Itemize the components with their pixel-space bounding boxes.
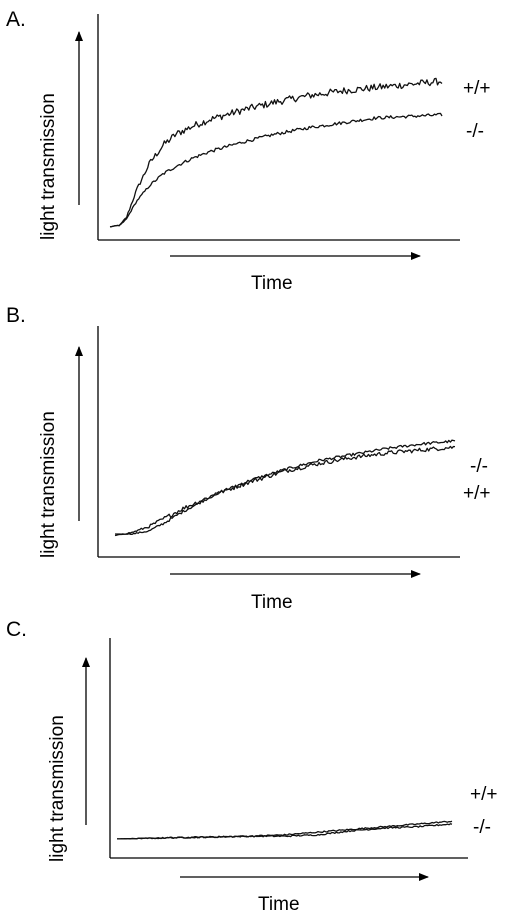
panel-c-y-label: light transmission <box>47 715 68 862</box>
panel-c-label: C. <box>6 618 27 641</box>
panel-c-x-label: Time <box>258 894 300 914</box>
panel-a-trace-minus-minus <box>109 112 443 228</box>
panel-b-label: B. <box>6 304 26 327</box>
panel-a-y-label: light transmission <box>38 93 59 240</box>
panel-b-x-label: Time <box>251 592 293 613</box>
panel-a-label-plus-plus: +/+ <box>463 78 490 99</box>
panel-a-label-minus-minus: -/- <box>466 121 484 142</box>
panel-b-trace-plus-plus <box>114 445 456 537</box>
panel-b-y-label: light transmission <box>38 411 59 558</box>
panel-a-label: A. <box>6 8 26 31</box>
panel-b: B. light transmission Time -/- +/+ <box>6 304 490 613</box>
panel-c: C. light transmission Time +/+ -/- <box>6 618 497 914</box>
panel-c-label-plus-plus: +/+ <box>470 784 497 805</box>
panel-b-label-minus-minus: -/- <box>470 456 488 477</box>
panel-a-trace-plus-plus <box>109 77 443 228</box>
panel-a-x-label: Time <box>251 273 293 294</box>
panel-b-trace-minus-minus <box>115 439 456 536</box>
panel-c-trace-minus-minus <box>117 823 453 840</box>
panel-a: A. light transmission Time +/+ -/- <box>6 8 490 294</box>
panel-b-label-plus-plus: +/+ <box>463 483 490 504</box>
panel-c-label-minus-minus: -/- <box>473 817 491 838</box>
